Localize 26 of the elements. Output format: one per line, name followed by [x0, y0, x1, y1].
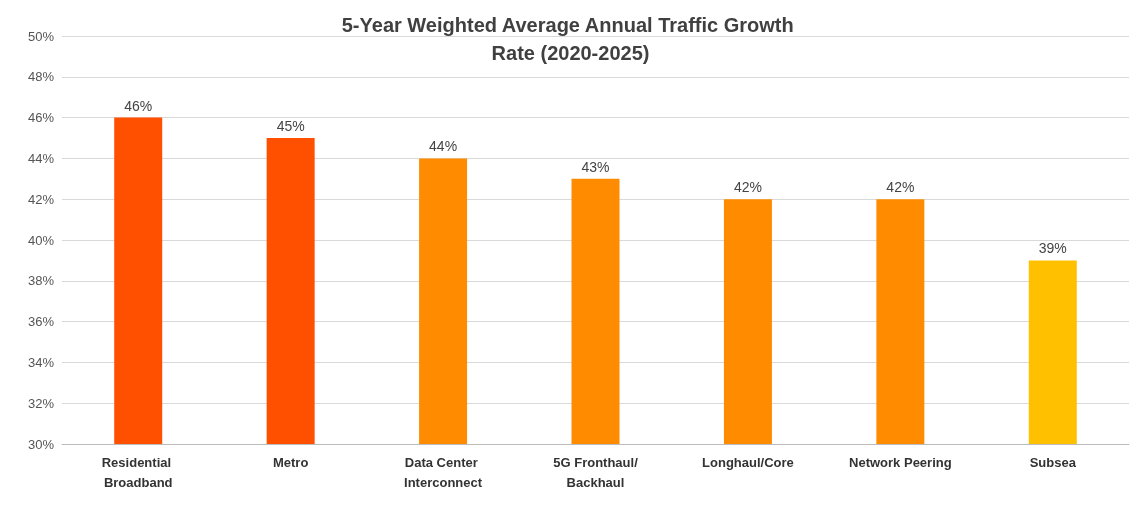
- x-tick-label: 5G Fronthaul/Backhaul: [553, 454, 639, 490]
- x-tick-label: Data Center Interconnect: [404, 454, 483, 490]
- data-label: 42%: [886, 179, 915, 196]
- y-tick-label: 30%: [27, 436, 55, 452]
- x-tick-label: Residential Broadband: [101, 454, 175, 490]
- y-tick-label: 38%: [27, 273, 55, 289]
- x-tick-label: Metro: [272, 454, 309, 470]
- y-tick-label: 36%: [27, 314, 55, 330]
- y-tick-label: 42%: [27, 191, 55, 207]
- data-label: 42%: [733, 179, 762, 196]
- data-label: 45%: [276, 118, 305, 134]
- y-tick-label: 44%: [27, 150, 55, 166]
- y-tick-label: 40%: [27, 232, 55, 248]
- x-tick-label: Subsea: [1029, 454, 1077, 470]
- chart-title: 5-Year Weighted Average Annual Traffic Growth Rate (2020-2025): [341, 14, 800, 64]
- y-tick-label: 46%: [27, 110, 55, 126]
- data-label: 43%: [581, 158, 610, 175]
- data-label: 46%: [124, 97, 153, 114]
- y-tick-label: 48%: [27, 69, 55, 85]
- y-tick-label: 34%: [27, 354, 55, 370]
- x-tick-label: Longhaul/Core: [702, 454, 794, 470]
- data-label: 39%: [1038, 240, 1067, 257]
- y-tick-label: 32%: [27, 395, 55, 411]
- y-tick-label: 50%: [27, 28, 55, 44]
- x-tick-label: Network Peering: [849, 454, 952, 470]
- data-label: 44%: [429, 138, 458, 155]
